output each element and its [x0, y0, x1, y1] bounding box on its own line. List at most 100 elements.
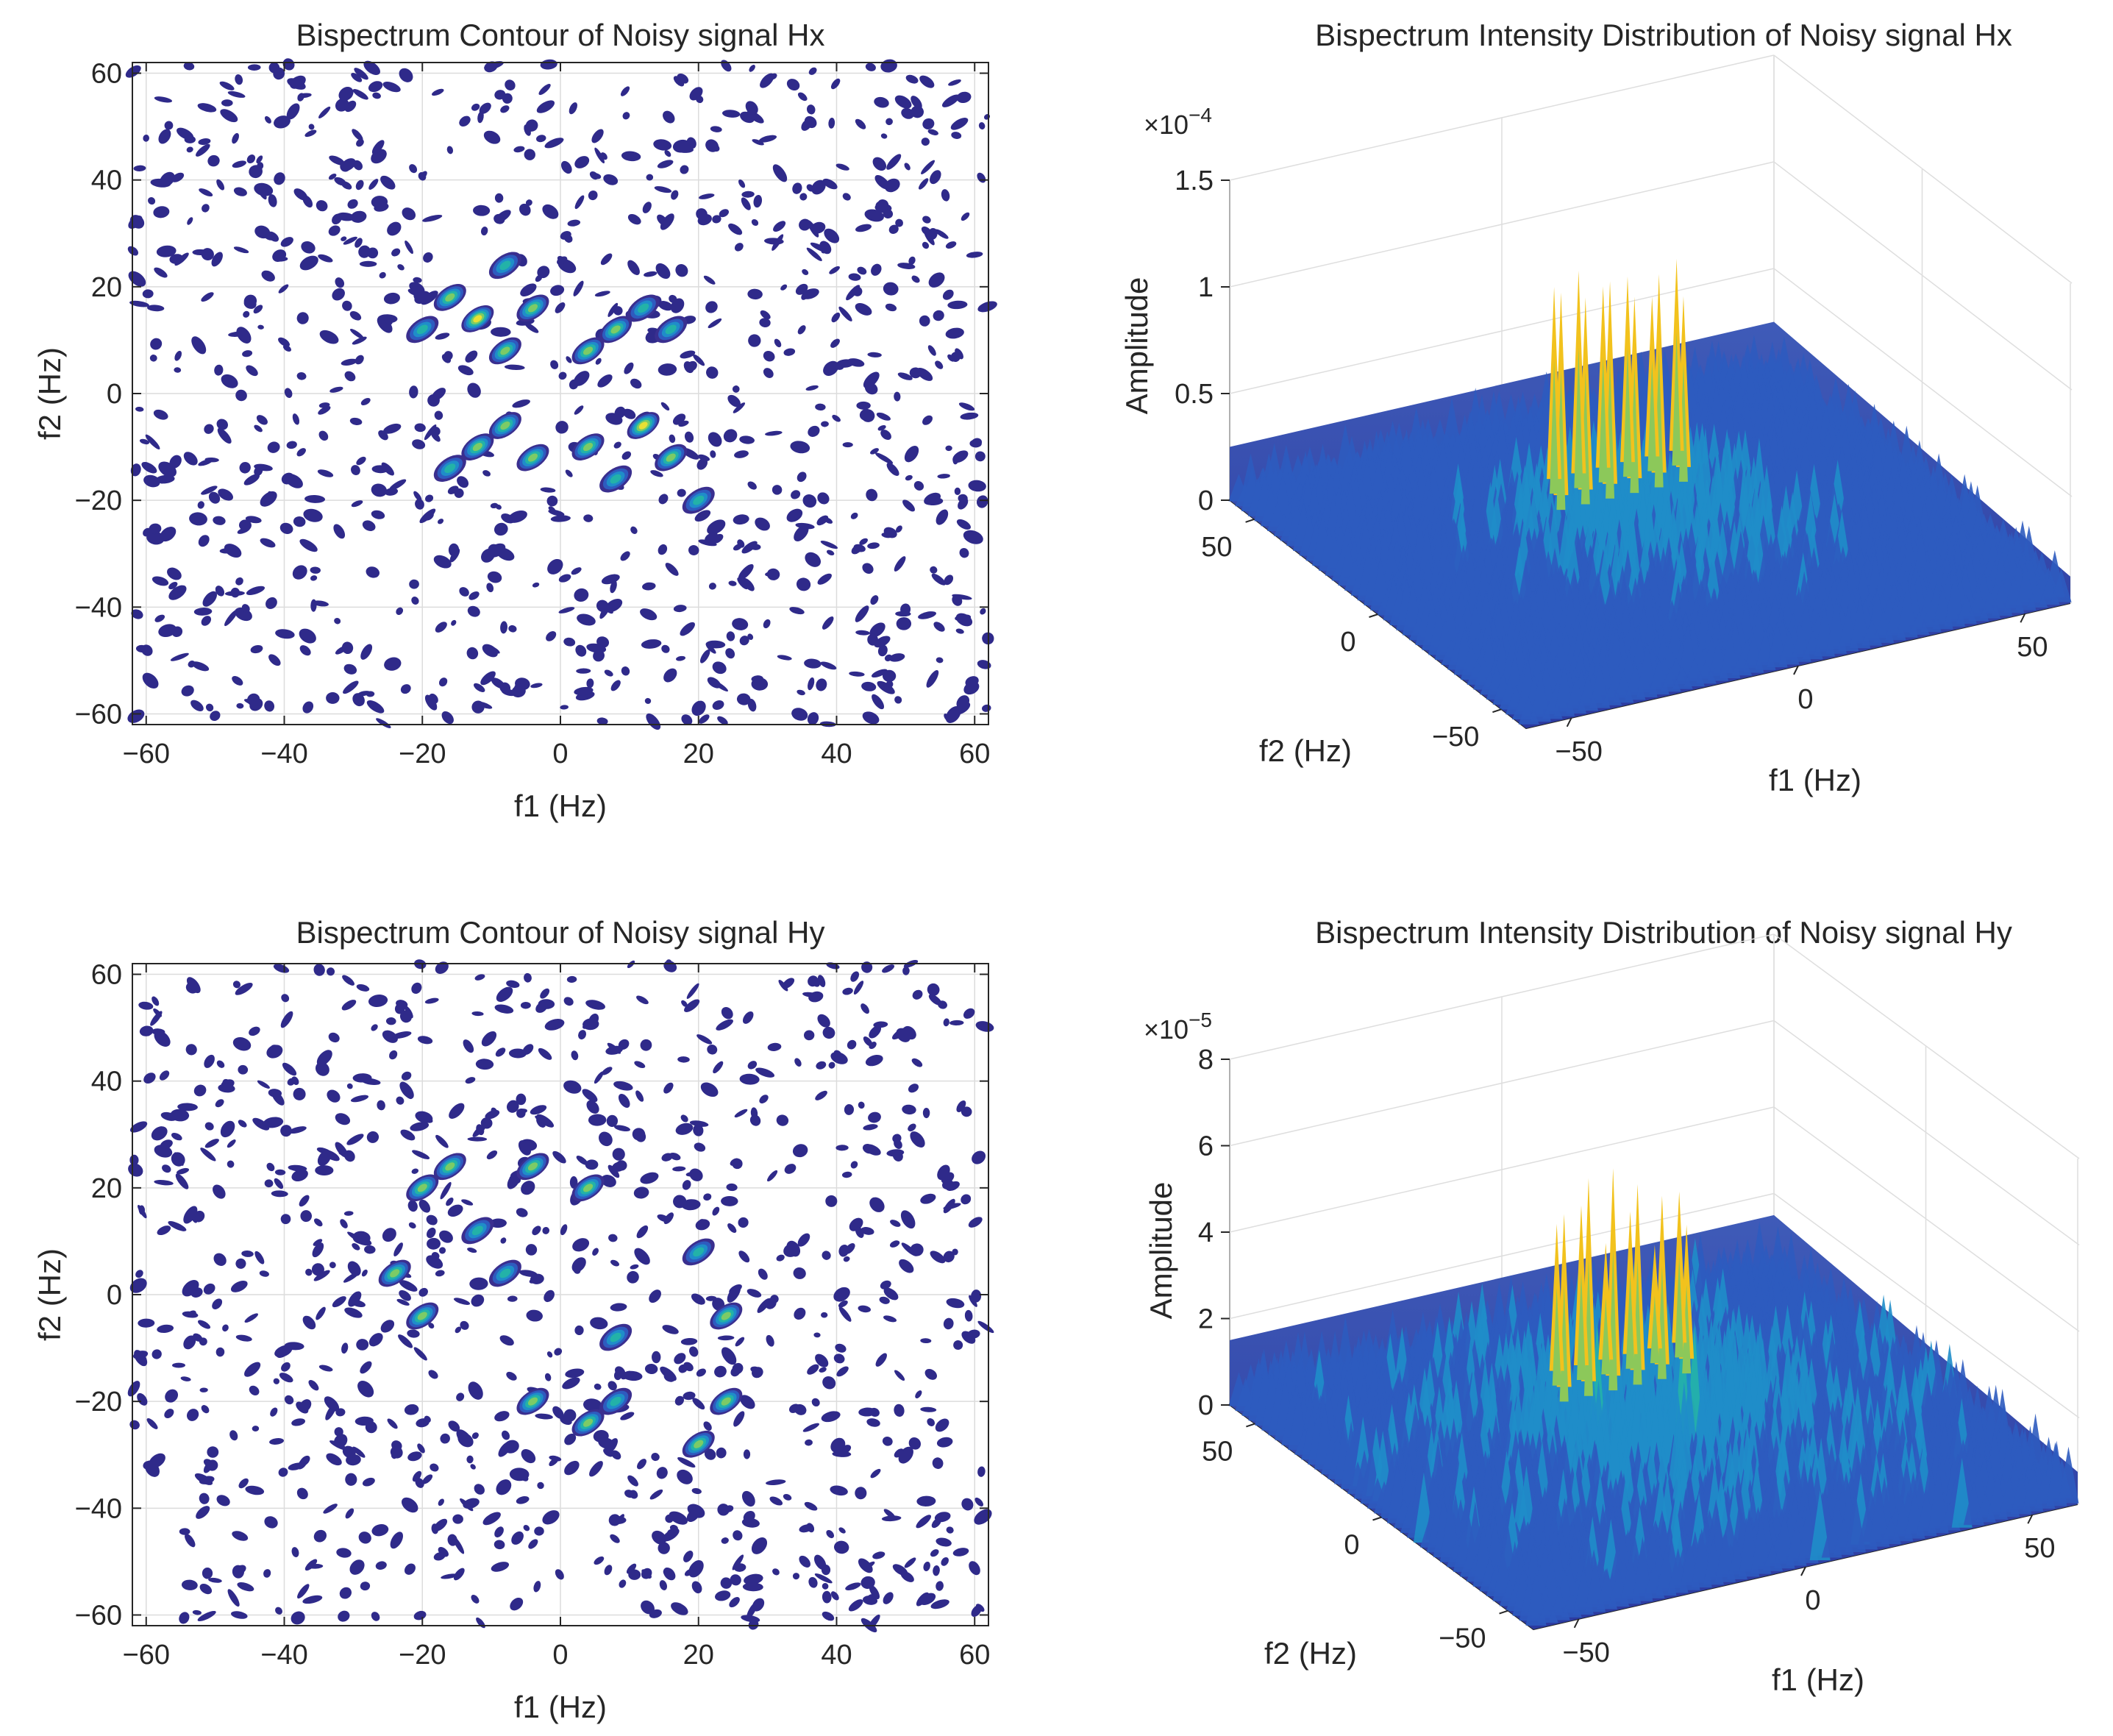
noise-blob [465, 1077, 476, 1084]
noise-blob [883, 527, 897, 538]
noise-blob [675, 264, 688, 277]
side-grid-line [1773, 933, 2080, 1159]
noise-blob [490, 502, 499, 509]
noise-blob [152, 1349, 162, 1359]
noise-blob [563, 637, 576, 647]
surface-hx-zticks: 00.511.5 [1175, 166, 1230, 516]
noise-blob [185, 1044, 197, 1056]
noise-blob [345, 1508, 354, 1519]
noise-blob [555, 1569, 564, 1580]
noise-blob [595, 357, 602, 365]
noise-blob [249, 1026, 260, 1036]
noise-blob [665, 563, 679, 576]
noise-blob [664, 150, 671, 157]
noise-blob [945, 445, 952, 452]
noise-blob [318, 430, 329, 441]
noise-blob [435, 1270, 445, 1277]
noise-blob [935, 360, 944, 369]
noise-blob [613, 441, 621, 449]
noise-blob [168, 585, 187, 600]
noise-blob [328, 1032, 340, 1043]
noise-blob [280, 1011, 293, 1028]
noise-blob [751, 1537, 768, 1554]
noise-blob [546, 495, 558, 507]
noise-blob [830, 78, 841, 90]
noise-blob [738, 1251, 750, 1263]
noise-blob [286, 441, 297, 449]
noise-blob [143, 1072, 156, 1084]
noise-blob [920, 1193, 936, 1204]
noise-blob [296, 312, 309, 324]
noise-blob [138, 1001, 154, 1010]
noise-blob [677, 1469, 693, 1484]
noise-blob [883, 209, 894, 219]
noise-blob [794, 1058, 802, 1067]
noise-blob [956, 91, 972, 104]
noise-blob [214, 364, 224, 376]
noise-blob [481, 548, 495, 563]
y-tick-label: −40 [75, 1493, 122, 1524]
noise-blob [243, 474, 260, 485]
noise-blob [961, 1498, 974, 1511]
noise-blob [296, 1487, 308, 1500]
noise-blob [916, 1495, 936, 1506]
noise-blob [218, 488, 234, 501]
contour-peak [516, 294, 549, 322]
noise-blob [168, 582, 178, 590]
noise-blob [368, 179, 379, 190]
contour-peak [488, 337, 521, 365]
noise-blob [420, 171, 427, 179]
side-grid-line [1773, 54, 2073, 284]
noise-blob [423, 252, 433, 263]
noise-blob [506, 1371, 517, 1381]
noise-blob [533, 1581, 541, 1593]
noise-blob [834, 1540, 849, 1554]
noise-blob [710, 126, 722, 132]
noise-blob [738, 179, 746, 188]
noise-blob [273, 67, 285, 80]
noise-blob [753, 194, 763, 208]
noise-blob [232, 132, 239, 144]
y-tick-label: −60 [75, 1600, 122, 1631]
noise-blob [387, 1418, 398, 1429]
noise-blob [869, 1197, 885, 1212]
noise-blob [719, 209, 730, 218]
noise-blob [269, 1438, 284, 1445]
noise-blob [254, 463, 273, 472]
contour-level [582, 443, 594, 452]
noise-blob [732, 385, 740, 393]
noise-blob [641, 639, 662, 649]
noise-blob [554, 1348, 563, 1356]
noise-blob [749, 65, 755, 72]
noise-blob [835, 1343, 847, 1353]
noise-blob [249, 165, 263, 179]
noise-blob [830, 1485, 848, 1496]
noise-blob [275, 629, 295, 639]
noise-blob [341, 181, 352, 190]
noise-blob [574, 686, 594, 696]
noise-blob [659, 1580, 667, 1590]
noise-blob [860, 1003, 869, 1014]
contour-level [500, 421, 510, 430]
noise-blob [883, 282, 899, 296]
x-tick-label: −40 [260, 1640, 307, 1671]
surface-hx-zlabel: Amplitude [1119, 277, 1154, 415]
contour-peak [599, 465, 633, 493]
noise-blob [396, 607, 404, 615]
noise-blob [384, 657, 402, 671]
noise-blob [201, 1405, 210, 1414]
noise-blob [712, 700, 724, 711]
noise-blob [146, 531, 165, 545]
noise-blob [924, 1368, 937, 1380]
noise-blob [441, 711, 454, 725]
noise-blob [201, 248, 214, 261]
noise-blob [791, 708, 808, 721]
noise-blob [566, 356, 572, 363]
noise-blob [356, 1339, 369, 1351]
contour-level [473, 315, 482, 323]
noise-blob [817, 492, 830, 505]
noise-blob [766, 1334, 774, 1347]
noise-blob [612, 1148, 625, 1161]
surface-hx-exponent-power: −4 [1189, 104, 1212, 127]
noise-blob [217, 427, 232, 444]
